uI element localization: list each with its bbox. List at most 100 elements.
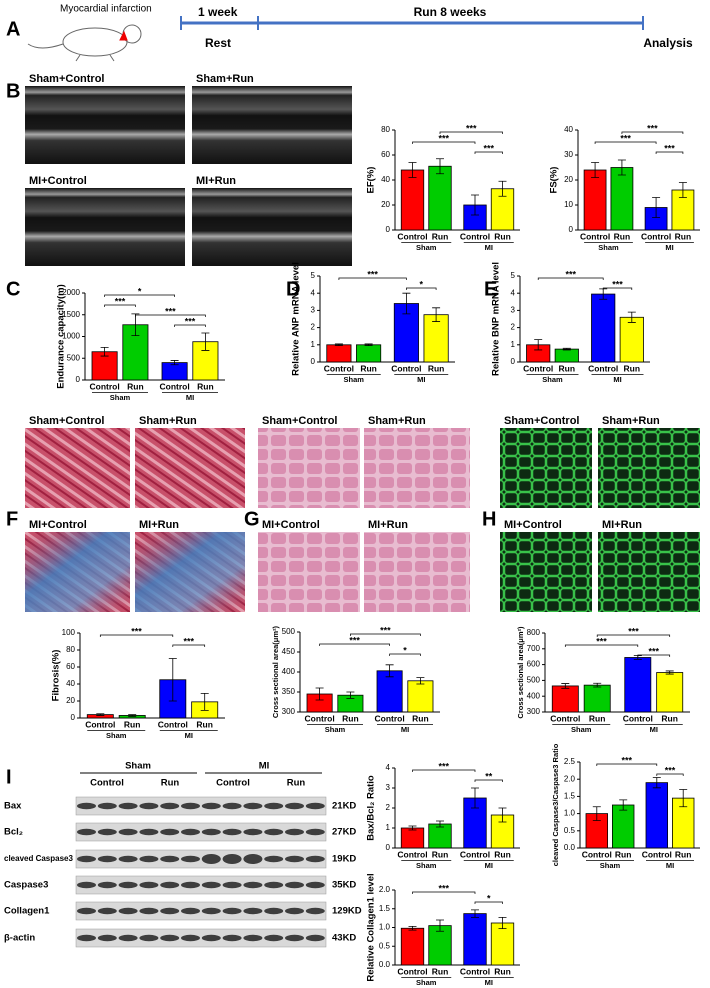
y-tick-label: 3 [386, 783, 391, 792]
blot-band [305, 907, 325, 915]
image-label: MI+Control [504, 519, 562, 531]
blot-band [305, 855, 325, 863]
y-tick-label: 500 [527, 676, 541, 685]
panel-letter: E [484, 278, 497, 300]
blot-band [97, 828, 117, 836]
error-bar [334, 343, 343, 347]
significance-label: *** [648, 646, 659, 656]
y-tick-label: 60 [66, 662, 75, 671]
blot-size: 19KD [332, 854, 356, 865]
bar [490, 922, 515, 966]
error-bar [408, 925, 417, 931]
blot-band [201, 828, 221, 836]
error-bar [471, 909, 479, 918]
y-tick-label: 0 [569, 225, 574, 234]
group-label: Sham [110, 393, 131, 402]
bar [356, 344, 382, 363]
significance-label: * [403, 645, 407, 655]
y-tick-label: 0 [71, 713, 76, 722]
y-tick-label: 400 [527, 691, 541, 700]
error-bar [652, 777, 661, 789]
blot-band [139, 828, 159, 836]
group-label: MI [485, 978, 493, 987]
x-tick-label: Control [374, 713, 404, 723]
significance-bracket [412, 141, 476, 144]
y-axis-label: FS(%) [549, 167, 560, 194]
x-tick-label: Control [582, 849, 612, 859]
blot-protein: β-actin [4, 933, 35, 944]
y-tick-label: 700 [527, 644, 541, 653]
significance-bracket [319, 643, 390, 646]
blot-protein: cleaved Caspase3 [4, 854, 73, 863]
fibrosis-stain [25, 532, 130, 612]
image-label: Sham+Run [196, 73, 254, 85]
significance-bracket [172, 644, 206, 647]
group-label: Sham [106, 731, 127, 740]
x-tick-label: Control [304, 713, 334, 723]
image-label: Sham+Run [602, 415, 660, 427]
bar [192, 341, 219, 381]
y-tick-label: 100 [62, 628, 76, 637]
blot-band [243, 828, 263, 836]
panel-letter: B [6, 80, 20, 102]
error-bar [471, 194, 479, 216]
x-tick-label: Control [89, 381, 119, 391]
x-tick-label: Run [559, 363, 576, 373]
error-bar [100, 346, 109, 357]
blot-band [264, 881, 284, 889]
group-label: MI [185, 731, 193, 740]
blot-band [160, 934, 180, 942]
blot-band [222, 828, 242, 836]
blot-strip [75, 796, 327, 816]
x-tick-label: Run [360, 363, 377, 373]
y-tick-label: 0.5 [379, 941, 391, 950]
micrograph [25, 86, 185, 164]
x-tick-label: Control [391, 363, 421, 373]
x-tick-label: Control [460, 231, 490, 241]
y-tick-label: 80 [381, 125, 390, 134]
mouse-illustration [27, 24, 142, 62]
x-tick-label: Run [428, 363, 445, 373]
x-tick-label: Control [397, 849, 427, 859]
significance-label: *** [483, 143, 494, 153]
group-label: MI [665, 243, 673, 252]
x-tick-label: Control [158, 719, 188, 729]
significance-bracket [596, 763, 658, 766]
significance-bracket [602, 287, 633, 290]
micrograph [500, 428, 592, 508]
error-bar [131, 313, 140, 337]
group-label: MI [401, 725, 409, 734]
group-label: MI [186, 393, 194, 402]
blot-band [77, 881, 96, 889]
x-tick-label: Run [197, 381, 214, 391]
blot-band [201, 802, 221, 810]
blot-band [118, 907, 138, 915]
y-tick-label: 2.0 [564, 774, 576, 783]
error-bar [561, 683, 570, 689]
y-tick-label: 1500 [62, 310, 80, 319]
panel-letter: D [286, 278, 300, 300]
error-bar [562, 347, 571, 351]
y-tick-label: 350 [282, 687, 296, 696]
y-tick-label: 2.0 [379, 885, 391, 894]
bar [400, 827, 425, 849]
y-tick-label: 4 [511, 288, 516, 297]
x-tick-label: Run [589, 713, 606, 723]
blot-protein: Collagen1 [4, 906, 50, 917]
significance-label: *** [596, 636, 607, 646]
significance-label: *** [165, 306, 176, 316]
significance-bracket [564, 644, 639, 647]
y-axis-label: Relative ANP mRNA level [291, 262, 302, 376]
x-tick-label: Control [623, 713, 653, 723]
blot-band [118, 828, 138, 836]
bar [645, 782, 669, 849]
blot-size: 35KD [332, 880, 356, 891]
y-axis-label: cleaved Caspase3/Caspase3 Ratio [551, 743, 560, 866]
x-tick-label: Run [342, 713, 359, 723]
significance-bracket [474, 151, 503, 154]
blot-band [77, 828, 96, 836]
error-bar [385, 664, 394, 678]
blot-lane: Run [161, 778, 180, 789]
y-tick-label: 20 [66, 696, 75, 705]
